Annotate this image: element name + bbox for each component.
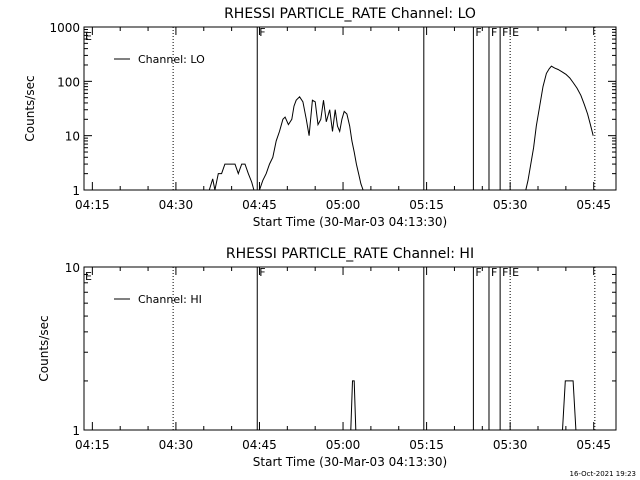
series-line (350, 380, 357, 431)
x-tick-label: 05:00 (326, 198, 361, 212)
y-tick-label: 10 (65, 130, 80, 144)
panel-hi: RHESSI PARTICLE_RATE Channel: HI 1 10 Count… (37, 246, 617, 469)
marker-label: F (502, 266, 508, 279)
x-axis-label: Start Time (30-Mar-03 04:13:30) (253, 455, 447, 469)
marker-label: E (85, 270, 92, 283)
series-line (562, 380, 577, 431)
marker-label: F (475, 266, 481, 279)
plot-timestamp: 16-Oct-2021 19:23 (570, 470, 636, 478)
legend-label: Channel: LO (138, 53, 205, 66)
x-tick-label: 05:45 (576, 198, 611, 212)
y-tick-label: 10 (65, 261, 80, 275)
marker-label: F (502, 26, 508, 39)
x-tick-label: 04:30 (159, 438, 194, 452)
y-axis-label: Counts/sec (37, 315, 51, 381)
x-axis-label: Start Time (30-Mar-03 04:13:30) (253, 215, 447, 229)
y-tick-label: 1 (72, 184, 80, 198)
x-tick-label: 05:45 (576, 438, 611, 452)
y-tick-label: 1 (72, 424, 80, 438)
y-axis-label: Counts/sec (23, 75, 37, 141)
chart-title: RHESSI PARTICLE_RATE Channel: HI (226, 246, 474, 262)
marker-label: F (259, 266, 265, 279)
panel-lo: RHESSI PARTICLE_RATE Channel: LO 1 10 100 10… (23, 6, 617, 229)
chart-title: RHESSI PARTICLE_RATE Channel: LO (224, 6, 476, 22)
x-tick-label: 04:30 (159, 198, 194, 212)
marker-label: E (512, 26, 519, 39)
marker-label: F (475, 26, 481, 39)
marker-label: F (259, 26, 265, 39)
series-line (525, 65, 594, 191)
plot-frame (83, 26, 617, 191)
x-tick-label: 04:15 (75, 198, 110, 212)
x-tick-label: 05:00 (326, 438, 361, 452)
plot-frame (83, 266, 617, 431)
series-line (208, 163, 255, 191)
y-tick-label: 100 (57, 75, 80, 89)
x-tick-label: 05:15 (409, 438, 444, 452)
x-tick-label: 04:15 (75, 438, 110, 452)
marker-label: F (491, 26, 497, 39)
x-tick-label: 04:45 (242, 198, 277, 212)
marker-label: F (491, 266, 497, 279)
marker-label: E (512, 266, 519, 279)
series-line (259, 96, 364, 191)
marker-label: E (85, 30, 92, 43)
x-tick-label: 05:15 (409, 198, 444, 212)
legend-label: Channel: HI (138, 293, 202, 306)
x-tick-label: 05:30 (493, 438, 528, 452)
y-tick-label: 1000 (49, 21, 80, 35)
x-tick-label: 04:45 (242, 438, 277, 452)
x-tick-label: 05:30 (493, 198, 528, 212)
